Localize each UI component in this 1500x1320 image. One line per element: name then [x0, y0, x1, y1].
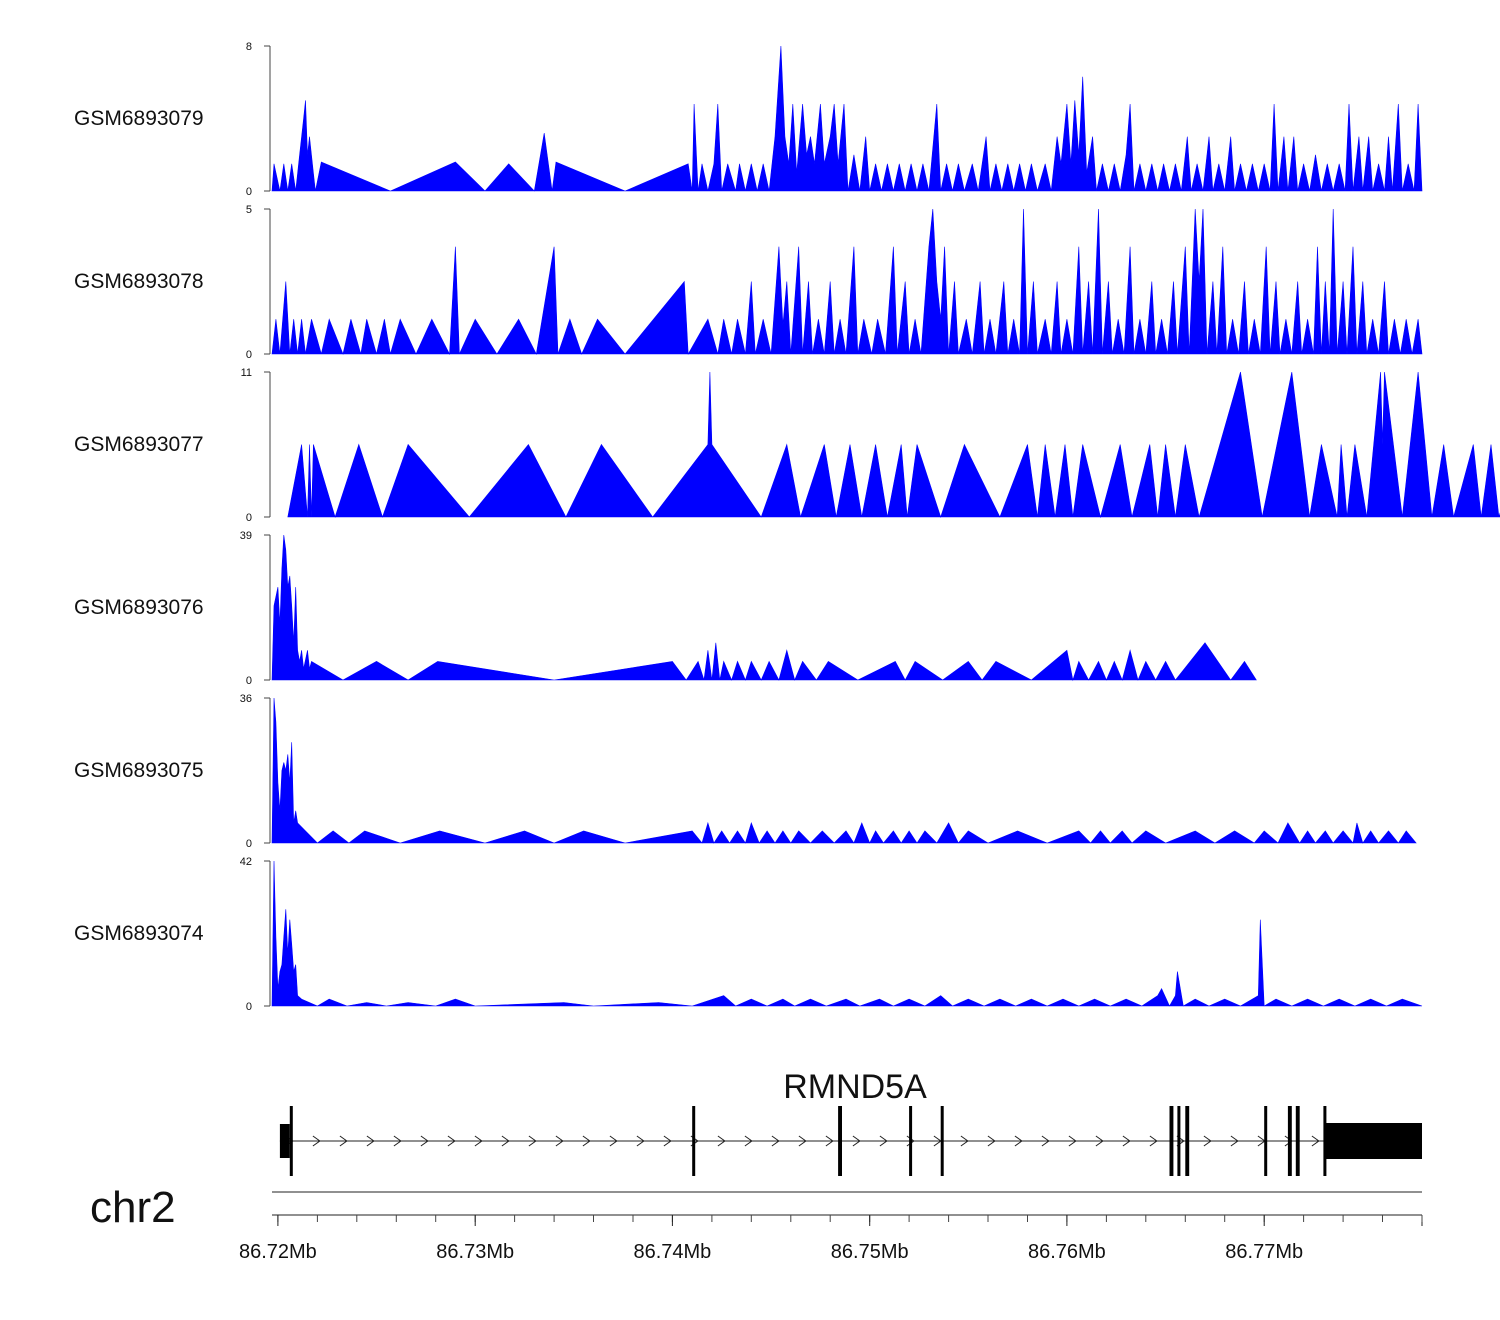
track-label: GSM6893076 — [74, 596, 204, 619]
strand-arrow — [717, 1135, 726, 1147]
y-tick-label-max: 39 — [240, 530, 252, 542]
strand-arrow — [474, 1135, 483, 1147]
exon — [1323, 1106, 1327, 1176]
y-tick-label-max: 11 — [241, 367, 252, 379]
strand-arrow — [798, 1135, 807, 1147]
strand-arrow — [1068, 1135, 1077, 1147]
coverage-track-gsm6893074: GSM6893074 42 0 — [74, 856, 1423, 1013]
strand-arrow — [987, 1135, 996, 1147]
strand-arrow — [744, 1135, 753, 1147]
genomic-axis: chr2 86.72Mb 86.73Mb 86.74Mb 86.75Mb 86.76Mb… — [90, 1183, 1423, 1263]
strand-arrow — [582, 1135, 591, 1147]
x-tick-label: 86.74Mb — [633, 1241, 711, 1263]
strand-arrow — [1095, 1135, 1104, 1147]
strand-arrow — [852, 1135, 861, 1147]
coverage-area — [271, 45, 1423, 192]
coverage-track-gsm6893077: GSM6893077 11 0 — [74, 367, 1500, 524]
x-tick-label: 86.76Mb — [1028, 1241, 1106, 1263]
exon — [940, 1106, 944, 1176]
track-label: GSM6893075 — [74, 759, 204, 782]
coverage-area — [271, 534, 1257, 682]
gene-name-label: RMND5A — [783, 1068, 927, 1106]
track-label: GSM6893078 — [74, 270, 204, 293]
strand-arrow — [1203, 1135, 1212, 1147]
exon — [838, 1106, 842, 1176]
strand-arrow — [1041, 1135, 1050, 1147]
exon — [279, 1124, 290, 1158]
y-tick-label-min: 0 — [246, 512, 252, 524]
y-tick-label-max: 42 — [240, 856, 252, 868]
x-tick-label: 86.75Mb — [831, 1241, 909, 1263]
strand-arrow — [501, 1135, 510, 1147]
strand-arrow — [1014, 1135, 1023, 1147]
strand-arrow — [312, 1135, 321, 1147]
strand-arrow — [366, 1135, 375, 1147]
exon — [1177, 1106, 1181, 1176]
track-label: GSM6893079 — [74, 107, 204, 130]
coverage-track-gsm6893078: GSM6893078 5 0 — [74, 204, 1423, 361]
exon — [1295, 1106, 1300, 1176]
strand-arrow — [609, 1135, 618, 1147]
strand-arrow — [555, 1135, 564, 1147]
y-tick-label-min: 0 — [246, 1001, 252, 1013]
coverage-track-gsm6893079: GSM6893079 8 0 — [74, 41, 1423, 198]
coverage-area — [287, 371, 1500, 519]
gene-annotation-track: RMND5A — [279, 1068, 1422, 1176]
exon — [1325, 1123, 1422, 1159]
strand-arrow — [1311, 1135, 1320, 1147]
exon — [909, 1106, 913, 1176]
exon — [1287, 1106, 1292, 1176]
track-label: GSM6893074 — [74, 922, 204, 945]
y-tick-label-max: 8 — [246, 41, 252, 53]
x-tick-label: 86.72Mb — [239, 1241, 317, 1263]
strand-arrow — [663, 1135, 672, 1147]
coverage-area — [271, 860, 1423, 1007]
strand-arrow — [1284, 1135, 1293, 1147]
y-tick-label-min: 0 — [246, 675, 252, 687]
strand-arrow — [771, 1135, 780, 1147]
strand-arrow — [1230, 1135, 1239, 1147]
coverage-area — [271, 697, 1417, 844]
exon — [1264, 1106, 1268, 1176]
track-label: GSM6893077 — [74, 433, 204, 456]
exon — [289, 1106, 293, 1176]
x-tick-label: 86.73Mb — [436, 1241, 514, 1263]
exon — [1185, 1106, 1190, 1176]
chromosome-label: chr2 — [90, 1183, 176, 1232]
y-tick-label-min: 0 — [246, 349, 252, 361]
coverage-tracks: GSM689307980GSM689307850GSM6893077110GSM… — [74, 41, 1500, 1013]
y-tick-label-max: 5 — [246, 204, 252, 216]
y-tick-label-min: 0 — [246, 186, 252, 198]
strand-arrow — [960, 1135, 969, 1147]
strand-arrow — [393, 1135, 402, 1147]
x-tick-label: 86.77Mb — [1225, 1241, 1303, 1263]
strand-arrow — [420, 1135, 429, 1147]
coverage-track-gsm6893075: GSM6893075 36 0 — [74, 693, 1417, 850]
strand-arrow — [447, 1135, 456, 1147]
strand-arrow — [879, 1135, 888, 1147]
y-tick-label-max: 36 — [240, 693, 252, 705]
strand-arrow — [825, 1135, 834, 1147]
y-tick-label-min: 0 — [246, 838, 252, 850]
strand-arrow — [1122, 1135, 1131, 1147]
coverage-track-gsm6893076: GSM6893076 39 0 — [74, 530, 1257, 687]
strand-arrow — [339, 1135, 348, 1147]
strand-arrow — [528, 1135, 537, 1147]
strand-arrow — [636, 1135, 645, 1147]
coverage-area — [271, 208, 1423, 356]
exon — [1169, 1106, 1174, 1176]
strand-arrow — [1149, 1135, 1158, 1147]
exon — [692, 1106, 696, 1176]
